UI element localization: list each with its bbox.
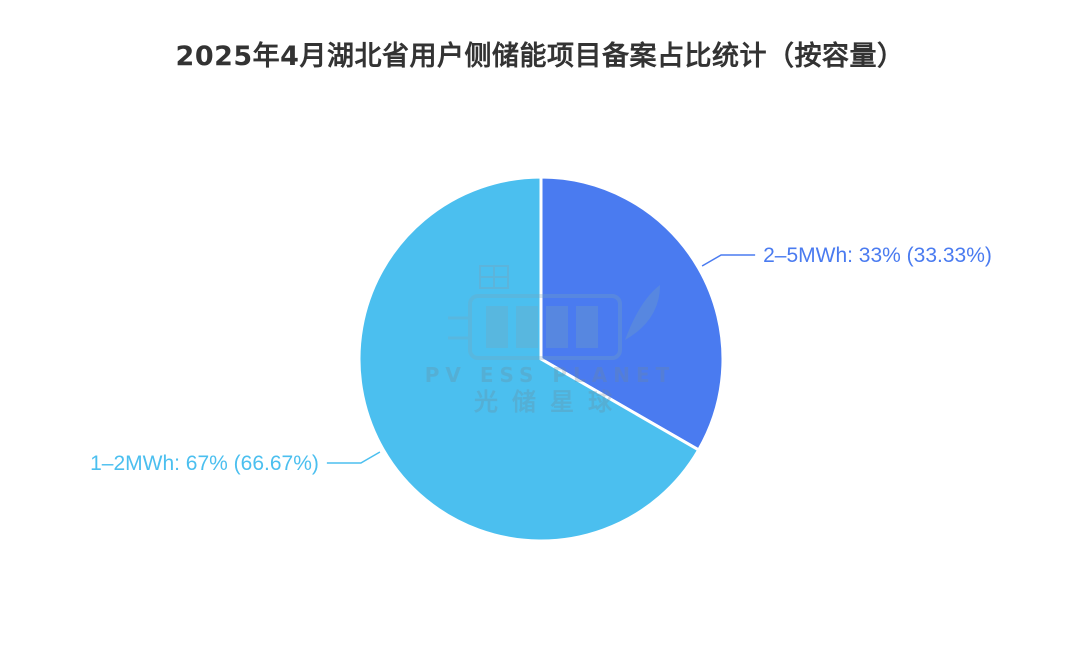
pie-slice-2-5MWh[interactable] — [539, 175, 725, 453]
leader-line-2-5MWh — [701, 254, 756, 267]
leader-line-1-2MWh — [326, 451, 381, 464]
watermark-logo: PV ESS PLANET 光储星球 — [425, 265, 676, 416]
chart-title: 2025年4月湖北省用户侧储能项目备案占比统计（按容量） — [175, 41, 905, 72]
slice-label-2-5MWh: 2–5MWh: 33% (33.33%) — [763, 244, 992, 267]
watermark-text-en: PV ESS PLANET — [425, 363, 676, 387]
slice-label-1-2MWh: 1–2MWh: 67% (66.67%) — [90, 452, 319, 475]
pie-slice-1-2MWh[interactable] — [357, 175, 701, 543]
watermark-text-cn: 光储星球 — [473, 388, 626, 416]
